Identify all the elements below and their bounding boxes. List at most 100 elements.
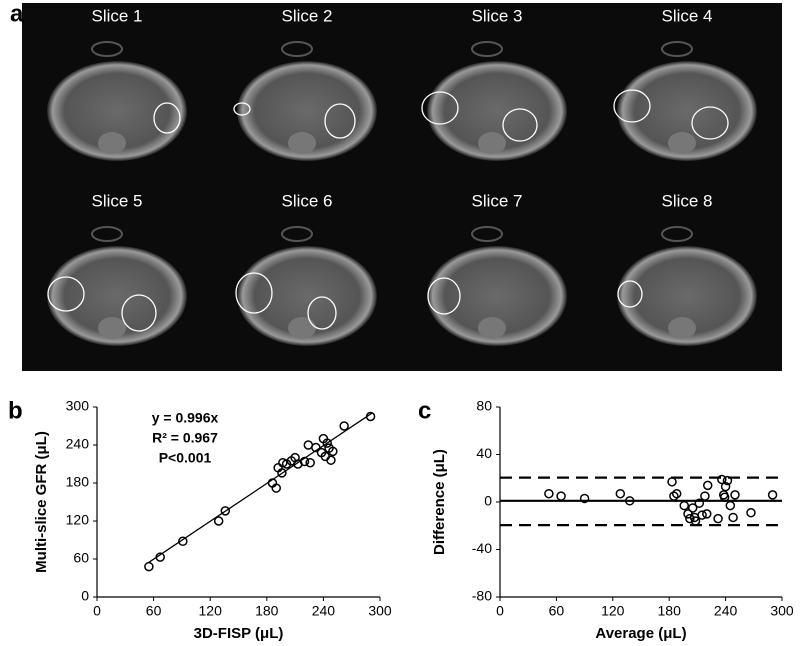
x-tick-label: 120 xyxy=(601,603,625,619)
data-point xyxy=(178,536,188,547)
y-tick-label: -40 xyxy=(472,540,492,556)
mri-body xyxy=(617,246,757,346)
data-point xyxy=(697,510,707,520)
data-point xyxy=(702,509,712,519)
data-point xyxy=(365,411,376,422)
mri-body xyxy=(427,246,567,346)
spine xyxy=(98,317,126,339)
data-point xyxy=(746,507,756,518)
data-point xyxy=(305,457,315,468)
kidney-outline xyxy=(421,91,459,125)
coil xyxy=(91,226,123,242)
y-tick-label: 0 xyxy=(484,493,492,509)
y-tick-label: -80 xyxy=(472,588,492,604)
data-point xyxy=(728,512,738,523)
kidney-outline xyxy=(691,106,729,140)
data-point xyxy=(767,490,778,500)
slice-label: Slice 8 xyxy=(661,191,712,210)
y-tick-label: 40 xyxy=(476,445,492,461)
data-point xyxy=(679,500,689,511)
data-point xyxy=(271,483,281,493)
y-tick-label: 80 xyxy=(476,398,492,414)
coil xyxy=(91,41,123,57)
data-point xyxy=(722,475,733,486)
x-tick-label: 300 xyxy=(368,603,392,619)
coil xyxy=(471,226,503,242)
spine xyxy=(668,132,696,154)
kidney-outline xyxy=(502,108,538,142)
x-tick-label: 0 xyxy=(496,603,504,619)
y-tick-label: 120 xyxy=(66,512,90,528)
data-point xyxy=(277,468,287,478)
data-point xyxy=(671,488,682,499)
data-point xyxy=(556,491,566,501)
slice-label: Slice 1 xyxy=(91,6,142,25)
slice-label: Slice 3 xyxy=(471,6,522,25)
annotation: y = 0.996x xyxy=(152,410,219,426)
mri-body xyxy=(47,246,187,346)
panel-label: a xyxy=(10,0,24,27)
data-point xyxy=(717,474,727,485)
coil xyxy=(281,226,313,242)
kidney-outline xyxy=(307,296,337,330)
y-tick-label: 180 xyxy=(66,474,90,490)
kidney-outline xyxy=(235,272,273,314)
data-point xyxy=(719,492,730,502)
x-tick-label: 60 xyxy=(146,603,162,619)
spine xyxy=(668,317,696,339)
coil xyxy=(661,41,693,57)
mri-body xyxy=(237,61,377,161)
kidney-outline xyxy=(47,276,85,312)
y-tick-label: 240 xyxy=(66,436,90,452)
data-point xyxy=(667,477,677,487)
data-point xyxy=(220,506,231,516)
data-point xyxy=(669,491,679,501)
data-point xyxy=(685,513,695,524)
x-tick-label: 180 xyxy=(255,603,279,619)
coil xyxy=(471,41,503,57)
mri-body xyxy=(617,61,757,161)
annotation: R² = 0.967 xyxy=(152,430,218,446)
kidney-outline xyxy=(613,89,651,123)
slice-label: Slice 4 xyxy=(661,6,712,25)
spine xyxy=(478,132,506,154)
data-point xyxy=(700,491,710,501)
x-tick-label: 0 xyxy=(93,603,101,619)
slice-label: Slice 6 xyxy=(281,191,332,210)
kidney-outline xyxy=(617,280,643,308)
data-point xyxy=(720,481,731,492)
coil xyxy=(281,41,313,57)
data-point xyxy=(544,488,554,499)
spine xyxy=(98,132,126,154)
data-point xyxy=(311,442,321,453)
data-point xyxy=(339,421,349,431)
y-tick-label: 300 xyxy=(66,398,90,414)
kidney-outline xyxy=(121,294,157,332)
y-axis-label: Difference (μL) xyxy=(431,449,448,555)
mri-body xyxy=(237,246,377,346)
x-axis-label: Average (μL) xyxy=(595,625,686,642)
data-point xyxy=(624,496,635,506)
data-point xyxy=(281,459,292,469)
x-tick-label: 300 xyxy=(770,603,794,619)
fit-line xyxy=(148,412,373,563)
x-tick-label: 120 xyxy=(199,603,223,619)
spine xyxy=(478,317,506,339)
kidney-outline xyxy=(324,103,356,139)
slice-label: Slice 2 xyxy=(281,6,332,25)
mri-body xyxy=(47,61,187,161)
x-axis-label: 3D-FISP (μL) xyxy=(194,625,284,642)
panel-label: b xyxy=(8,397,23,424)
data-point xyxy=(155,552,165,562)
data-point xyxy=(213,516,224,526)
data-point xyxy=(326,455,336,465)
data-point xyxy=(322,438,332,448)
x-tick-label: 240 xyxy=(312,603,336,619)
spine xyxy=(288,132,316,154)
slice-label: Slice 5 xyxy=(91,191,142,210)
kidney-outline xyxy=(427,277,461,315)
x-tick-label: 60 xyxy=(549,603,565,619)
y-tick-label: 60 xyxy=(73,550,89,566)
data-point xyxy=(713,513,723,524)
panel-label: c xyxy=(418,397,431,424)
